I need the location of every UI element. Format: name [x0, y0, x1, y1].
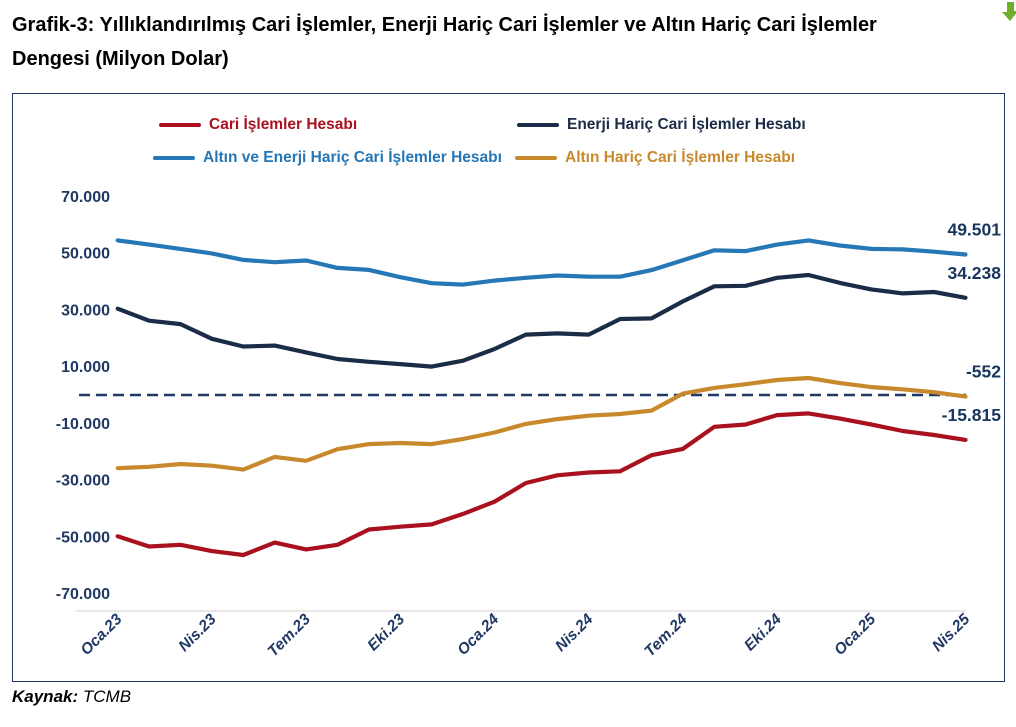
- chart-title-line2: Dengesi (Milyon Dolar): [12, 48, 229, 70]
- legend-item-cari-islemler: Cari İşlemler Hesabı: [159, 115, 357, 135]
- legend-label-altin-haric: Altın Hariç Cari İşlemler Hesabı: [565, 149, 796, 166]
- legend-item-altin-ve-enerji-haric: Altın ve Enerji Hariç Cari İşlemler Hesa…: [153, 148, 502, 168]
- y-tick-label: 70.000: [61, 189, 110, 206]
- series-end-label-2: 49.501: [947, 220, 1001, 240]
- x-tick-label: Nis.23: [175, 611, 220, 656]
- x-tick-label: Nis.25: [929, 611, 974, 656]
- y-tick-label: -10.000: [56, 416, 110, 433]
- plot-area: 70.000 50.000 30.000 10.000 -10.000 -30.000 -5…: [56, 189, 1002, 661]
- legend-line-swatch-enerji-haric: [517, 122, 559, 128]
- series-line-1: [115, 272, 968, 369]
- chart-title: Grafik-3: Yıllıklandırılmış Cari İşlemle…: [12, 8, 980, 76]
- x-tick-label: Oca.25: [831, 611, 879, 659]
- x-tick-label: Oca.24: [454, 611, 502, 659]
- y-tick-label: 30.000: [61, 302, 110, 319]
- legend-line-swatch-altin-ve-enerji-haric: [153, 155, 195, 161]
- legend-item-altin-haric: Altın Hariç Cari İşlemler Hesabı: [515, 148, 795, 168]
- x-tick-label: Eki.24: [741, 611, 785, 655]
- x-tick-label: Tem.24: [641, 611, 691, 661]
- source-value: TCMB: [82, 687, 132, 706]
- y-tick-label: -50.000: [56, 529, 110, 546]
- y-tick-label: 50.000: [61, 246, 110, 263]
- chart-title-line1: Grafik-3: Yıllıklandırılmış Cari İşlemle…: [12, 14, 877, 36]
- legend-label-altin-ve-enerji-haric: Altın ve Enerji Hariç Cari İşlemler Hesa…: [203, 149, 502, 166]
- legend-line-swatch-cari-islemler: [159, 122, 201, 128]
- y-tick-label: -70.000: [56, 586, 110, 603]
- y-tick-label: -30.000: [56, 473, 110, 490]
- x-tick-label: Nis.24: [552, 611, 597, 656]
- chart-frame: 70.000 50.000 30.000 10.000 -10.000 -30.000 -5…: [12, 93, 1005, 682]
- green-down-arrow-icon: [1002, 2, 1016, 21]
- source-note: Kaynak: TCMB: [12, 687, 131, 707]
- source-label: Kaynak:: [12, 687, 79, 706]
- series-end-label-1: 34.238: [947, 263, 1001, 283]
- y-tick-label: 10.000: [61, 359, 110, 376]
- x-tick-label: Oca.23: [78, 611, 126, 659]
- series-end-label-3: -552: [966, 362, 1001, 382]
- x-tick-label: Eki.23: [364, 611, 408, 655]
- legend-label-enerji-haric: Enerji Hariç Cari İşlemler Hesabı: [567, 116, 806, 133]
- series-line-3: [115, 375, 968, 472]
- series-end-label-0: -15.815: [942, 405, 1002, 425]
- x-tick-label: Tem.23: [265, 611, 315, 661]
- series-line-0: [115, 411, 968, 558]
- legend-line-swatch-altin-haric: [515, 155, 557, 161]
- legend-label-cari-islemler: Cari İşlemler Hesabı: [209, 116, 358, 133]
- legend-item-enerji-haric: Enerji Hariç Cari İşlemler Hesabı: [517, 115, 806, 135]
- series-line-2: [115, 238, 968, 287]
